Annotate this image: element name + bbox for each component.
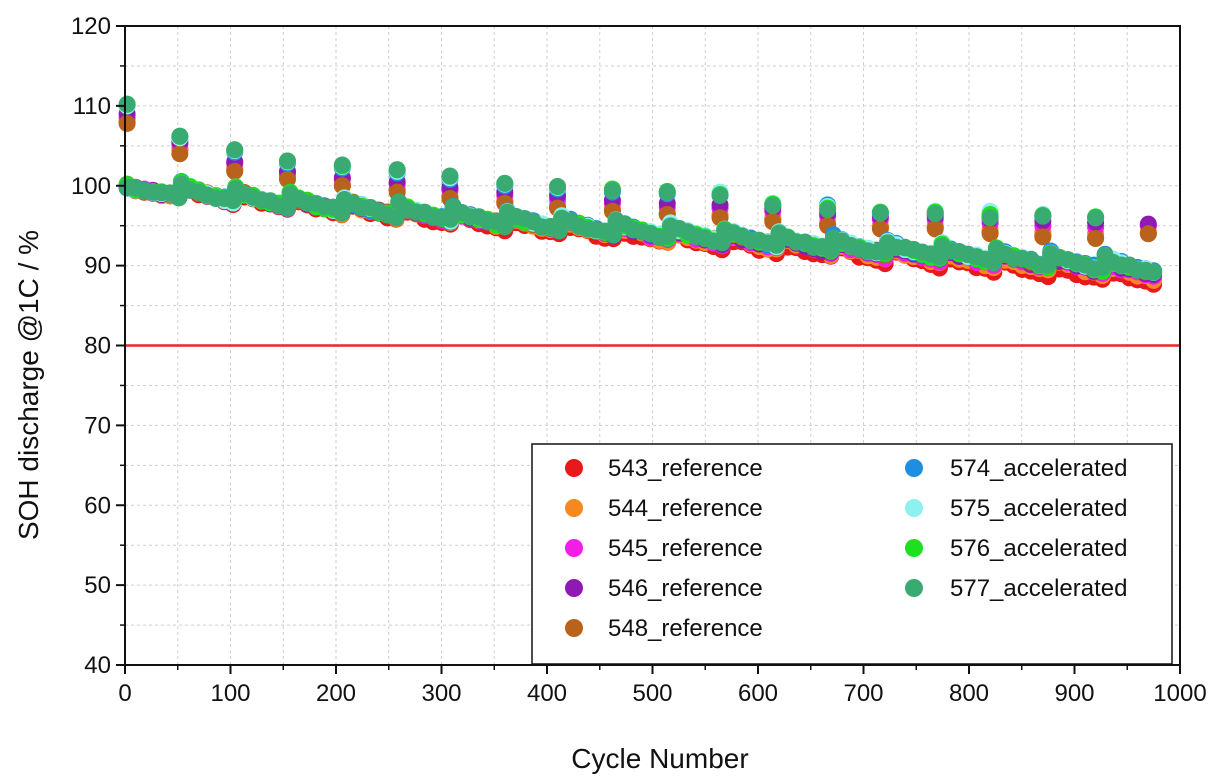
cycling-point xyxy=(496,218,514,236)
x-tick-label: 400 xyxy=(527,680,567,707)
legend: 543_reference 544_reference 545_reference 5… xyxy=(531,443,1173,665)
checkup-point xyxy=(711,186,729,204)
checkup-point xyxy=(926,220,944,238)
legend-label: 548_reference xyxy=(608,615,763,642)
checkup-point xyxy=(658,183,676,201)
checkup-point xyxy=(388,161,406,179)
checkup-point xyxy=(171,127,189,145)
x-axis-title: Cycle Number xyxy=(571,743,748,774)
y-tick-label: 60 xyxy=(84,492,111,519)
cycling-point xyxy=(1145,263,1163,281)
axes: 0 100 200 300 400 500 600 700 800 900 1000 40 50 60 70… xyxy=(71,13,1207,707)
checkup-point xyxy=(1034,207,1052,225)
checkup-point xyxy=(926,205,944,223)
legend-label: 544_reference xyxy=(608,495,763,522)
checkup-point xyxy=(118,95,136,113)
legend-label: 574_accelerated xyxy=(950,455,1127,482)
data-points xyxy=(118,95,1163,293)
legend-label: 576_accelerated xyxy=(950,535,1127,562)
legend-marker xyxy=(905,539,923,557)
checkup-point xyxy=(278,152,296,170)
x-tick-label: 500 xyxy=(632,680,672,707)
x-tick-label: 0 xyxy=(118,680,131,707)
series-577_accelerated xyxy=(118,95,1163,281)
checkup-point xyxy=(819,201,837,219)
y-tick-label: 70 xyxy=(84,412,111,439)
checkup-point xyxy=(1139,225,1157,243)
cycling-point xyxy=(278,199,296,217)
x-tick-label: 900 xyxy=(1054,680,1094,707)
legend-label: 577_accelerated xyxy=(950,575,1127,602)
y-tick-label: 100 xyxy=(71,173,111,200)
y-tick-label: 50 xyxy=(84,572,111,599)
checkup-point xyxy=(118,114,136,132)
legend-marker xyxy=(905,499,923,517)
legend-marker xyxy=(905,579,923,597)
checkup-point xyxy=(981,209,999,227)
y-tick-label: 40 xyxy=(84,652,111,679)
checkup-point xyxy=(278,170,296,188)
checkup-point xyxy=(226,141,244,159)
legend-marker xyxy=(565,499,583,517)
checkup-point xyxy=(496,174,514,192)
x-tick-label: 600 xyxy=(738,680,778,707)
legend-marker xyxy=(565,579,583,597)
y-tick-label: 80 xyxy=(84,333,111,360)
cycling-point xyxy=(333,204,351,222)
y-axis-title: SOH discharge @1C / % xyxy=(13,230,44,540)
checkup-point xyxy=(1034,228,1052,246)
x-tick-label: 1000 xyxy=(1153,680,1206,707)
checkup-point xyxy=(981,225,999,243)
legend-marker xyxy=(565,539,583,557)
x-tick-label: 100 xyxy=(210,680,250,707)
legend-label: 543_reference xyxy=(608,455,763,482)
checkup-point xyxy=(764,197,782,215)
x-tick-label: 200 xyxy=(316,680,356,707)
legend-marker xyxy=(565,619,583,637)
legend-label: 545_reference xyxy=(608,535,763,562)
checkup-point xyxy=(549,178,567,196)
y-tick-label: 120 xyxy=(71,13,111,40)
legend-label: 575_accelerated xyxy=(950,495,1127,522)
checkup-point xyxy=(171,145,189,163)
checkup-point xyxy=(1087,209,1105,227)
checkup-point xyxy=(1087,229,1105,247)
checkup-point xyxy=(226,162,244,180)
x-tick-label: 800 xyxy=(949,680,989,707)
legend-marker xyxy=(905,459,923,477)
cycling-point xyxy=(604,226,622,244)
legend-label: 546_reference xyxy=(608,575,763,602)
checkup-point xyxy=(871,204,889,222)
x-tick-label: 300 xyxy=(421,680,461,707)
x-tick-label: 700 xyxy=(843,680,883,707)
y-tick-label: 90 xyxy=(84,253,111,280)
checkup-point xyxy=(603,182,621,200)
legend-box xyxy=(531,443,1173,665)
y-tick-label: 110 xyxy=(73,93,111,120)
checkup-point xyxy=(333,156,351,174)
legend-marker xyxy=(565,459,583,477)
checkup-point xyxy=(441,167,459,185)
